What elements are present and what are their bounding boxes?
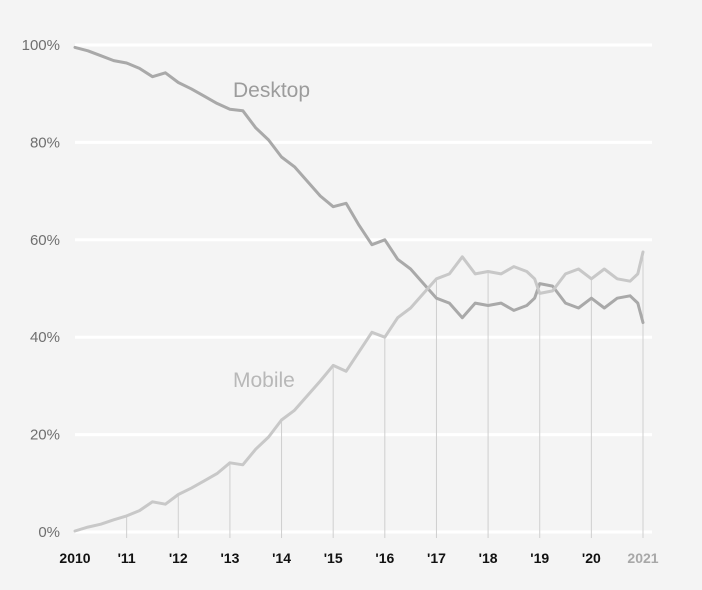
year-drop-lines (126, 251, 644, 538)
y-axis: 0% 20% 40% 60% 80% 100% (22, 37, 60, 541)
series-line-mobile (73, 250, 645, 533)
gridlines (75, 43, 652, 534)
y-tick-label: 20% (30, 427, 60, 444)
x-tick-label: '15 (324, 550, 343, 566)
x-tick-label: '11 (118, 550, 136, 566)
x-tick-label: '12 (169, 550, 188, 566)
x-tick-label: '13 (220, 550, 239, 566)
y-tick-label: 100% (22, 37, 60, 54)
x-axis: 2010 '11 '12 '13 '14 '15 '16 '17 '18 '19 '20 2021 (59, 550, 658, 566)
x-tick-label: '16 (375, 550, 394, 566)
series-label-desktop: Desktop (233, 79, 310, 102)
y-tick-label: 40% (30, 329, 60, 346)
series-line-desktop (73, 45, 645, 325)
y-tick-label: 80% (30, 134, 60, 151)
x-tick-label: '20 (582, 550, 601, 566)
x-tick-label: '14 (272, 550, 291, 566)
x-tick-label: '17 (427, 550, 446, 566)
y-tick-label: 0% (38, 524, 60, 541)
y-tick-label: 60% (30, 232, 60, 249)
series-label-mobile: Mobile (233, 369, 295, 392)
x-tick-label: 2021 (627, 550, 658, 566)
x-tick-label: '19 (530, 550, 549, 566)
series-lines (73, 45, 645, 533)
x-tick-label: '18 (479, 550, 498, 566)
x-tick-label: 2010 (59, 550, 90, 566)
